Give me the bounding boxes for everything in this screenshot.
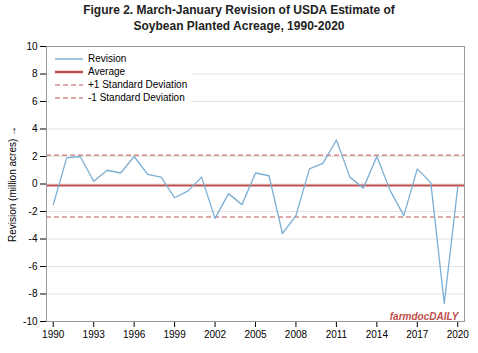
svg-text:2002: 2002 bbox=[204, 329, 227, 340]
svg-text:2020: 2020 bbox=[447, 329, 470, 340]
svg-text:-4: -4 bbox=[29, 233, 38, 244]
svg-text:2005: 2005 bbox=[244, 329, 267, 340]
svg-text:6: 6 bbox=[32, 96, 38, 107]
svg-text:2: 2 bbox=[32, 151, 38, 162]
svg-text:-10: -10 bbox=[23, 316, 38, 327]
html-text:Figure 2. March-January Revisi: Figure 2. March-January Revision of USDA… bbox=[83, 3, 395, 33]
svg-text:1996: 1996 bbox=[123, 329, 146, 340]
svg-text:1999: 1999 bbox=[163, 329, 186, 340]
svg-text:1993: 1993 bbox=[83, 329, 106, 340]
svg-text:0: 0 bbox=[32, 178, 38, 189]
svg-text:1990: 1990 bbox=[42, 329, 65, 340]
svg-text:2008: 2008 bbox=[285, 329, 308, 340]
svg-text:2011: 2011 bbox=[326, 329, 348, 340]
svg-text:2014: 2014 bbox=[366, 329, 389, 340]
svg-text:8: 8 bbox=[32, 68, 38, 79]
html-text:-1 Standard Deviation: -1 Standard Deviation bbox=[88, 92, 185, 104]
svg-text:farmdocDAILY: farmdocDAILY bbox=[390, 311, 460, 322]
svg-text:-6: -6 bbox=[29, 261, 38, 272]
svg-text:10: 10 bbox=[26, 41, 38, 52]
html-text:+1 Standard Deviation: +1 Standard Deviation bbox=[88, 79, 188, 91]
svg-text:-8: -8 bbox=[29, 288, 38, 299]
html-text:Revision: Revision bbox=[88, 53, 127, 65]
svg-text:-2: -2 bbox=[29, 206, 38, 217]
svg-text:4: 4 bbox=[32, 123, 38, 134]
svg-text:2017: 2017 bbox=[406, 329, 429, 340]
html-text:Average: Average bbox=[88, 66, 126, 78]
svg-text:Revision (million acres) →: Revision (million acres) → bbox=[7, 126, 18, 242]
